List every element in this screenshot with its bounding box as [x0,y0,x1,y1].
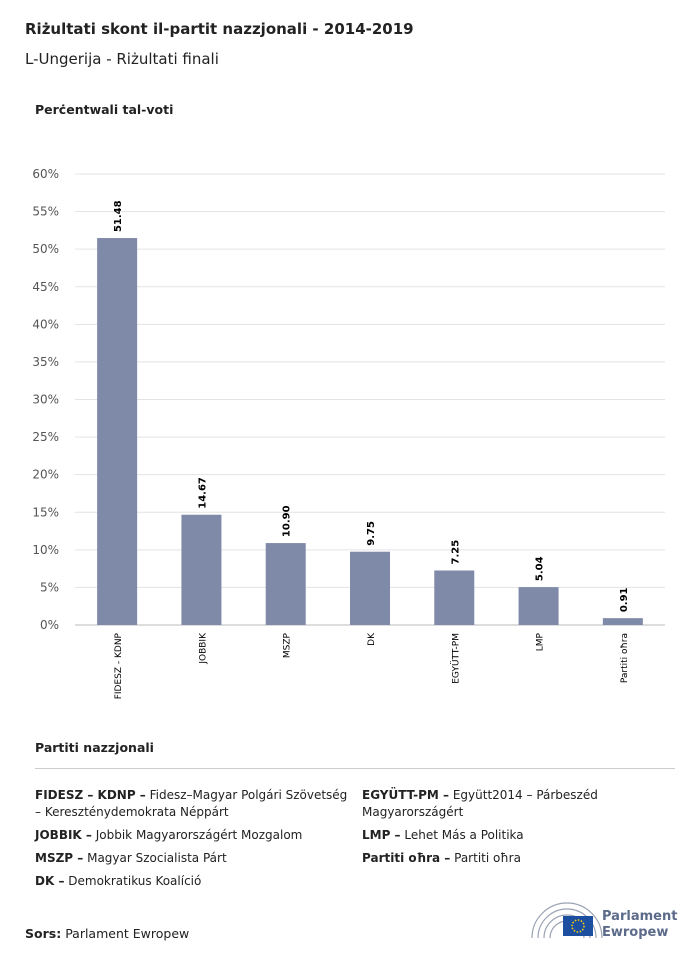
source-text: Parlament Ewropew [65,926,190,941]
value-label: 10.90 [282,505,293,537]
value-label: 7.25 [450,540,461,565]
party-abbr: EGYÜTT-PM – [362,788,449,802]
x-tick-label: EGYÜTT-PM [450,633,461,684]
value-label: 14.67 [197,477,208,509]
y-tick-label: 20% [32,468,59,482]
party-name: Fidesz–Magyar Polgári Szövetség – Keresz… [35,788,348,819]
legend-entry: Partiti oħra – Partiti oħra [362,850,682,867]
bar [518,587,559,625]
x-tick-label: LMP [536,632,546,651]
y-tick-label: 55% [32,205,59,219]
logo-text: Ewropew [602,925,668,940]
value-label: 51.48 [113,200,124,232]
legend-entry: EGYÜTT-PM – Együtt2014 – Párbeszéd Magya… [362,787,682,821]
bar [181,514,222,625]
x-tick-label: FIDESZ - KDNP [114,632,124,699]
party-abbr: DK – [35,874,65,888]
y-tick-label: 10% [32,543,59,557]
chart: 0% 5% 10% 15% 20% 25% 30% 35% 40% 45% 50% 55% 60% 51.… [32,167,665,699]
y-tick-label: 25% [32,430,59,444]
legend-entry: JOBBIK – Jobbik Magyarországért Mozgalom [35,827,355,844]
x-tick-label: JOBBIK [198,632,208,665]
value-label: 0.91 [619,587,630,612]
y-axis-label: Perċentwali tal-voti [35,102,174,117]
legend-entry: MSZP – Magyar Szocialista Párt [35,850,355,867]
legend-entry: LMP – Lehet Más a Politika [362,827,682,844]
y-tick-label: 35% [32,355,59,369]
party-name: Együtt2014 – Párbeszéd Magyarországért [362,788,598,819]
subtitle: L-Ungerija - Riżultati finali [25,50,219,68]
source-label: Sors: [25,926,62,941]
y-tick-label: 40% [32,317,59,331]
logo-text: Parlament [602,909,677,924]
y-tick-label: 60% [32,167,59,181]
legend-title: Partiti nazzjonali [35,740,154,755]
legend-column: EGYÜTT-PM – Együtt2014 – Párbeszéd Magya… [362,787,682,873]
bar [350,551,390,625]
x-tick-label: DK [367,632,377,646]
y-tick-label: 0% [40,618,59,632]
divider [35,768,675,769]
bar [602,618,643,625]
y-tick-label: 30% [32,393,59,407]
party-name: Partiti oħra [454,851,521,865]
y-tick-label: 15% [32,505,59,519]
y-tick-label: 5% [40,580,59,594]
party-name: Lehet Más a Politika [404,828,524,842]
x-tick-label: Partiti oħra [620,633,630,683]
legend-entry: DK – Demokratikus Koalíció [35,873,355,890]
value-label: 5.04 [535,556,546,581]
legend-column: FIDESZ – KDNP – Fidesz–Magyar Polgári Sz… [35,787,355,896]
bar [434,570,475,625]
y-tick-label: 45% [32,280,59,294]
party-name: Demokratikus Koalíció [68,874,202,888]
bar [97,238,138,626]
party-name: Magyar Szocialista Párt [87,851,227,865]
party-abbr: Partiti oħra – [362,851,451,865]
x-tick-label: MSZP [283,632,293,658]
party-abbr: LMP – [362,828,401,842]
party-abbr: MSZP – [35,851,84,865]
title: Riżultati skont il-partit nazzjonali - 2… [25,20,414,38]
bar [265,543,306,625]
source: Sors: Parlament Ewropew [25,926,189,941]
party-name: Jobbik Magyarországért Mozgalom [95,828,303,842]
party-abbr: FIDESZ – KDNP – [35,788,146,802]
value-label: 9.75 [366,521,377,546]
logo-graphic: Parlament Ewropew [531,902,677,940]
y-tick-label: 50% [32,242,59,256]
logo: Parlament Ewropew [530,898,690,947]
legend-entry: FIDESZ – KDNP – Fidesz–Magyar Polgári Sz… [35,787,355,821]
party-abbr: JOBBIK – [35,828,92,842]
